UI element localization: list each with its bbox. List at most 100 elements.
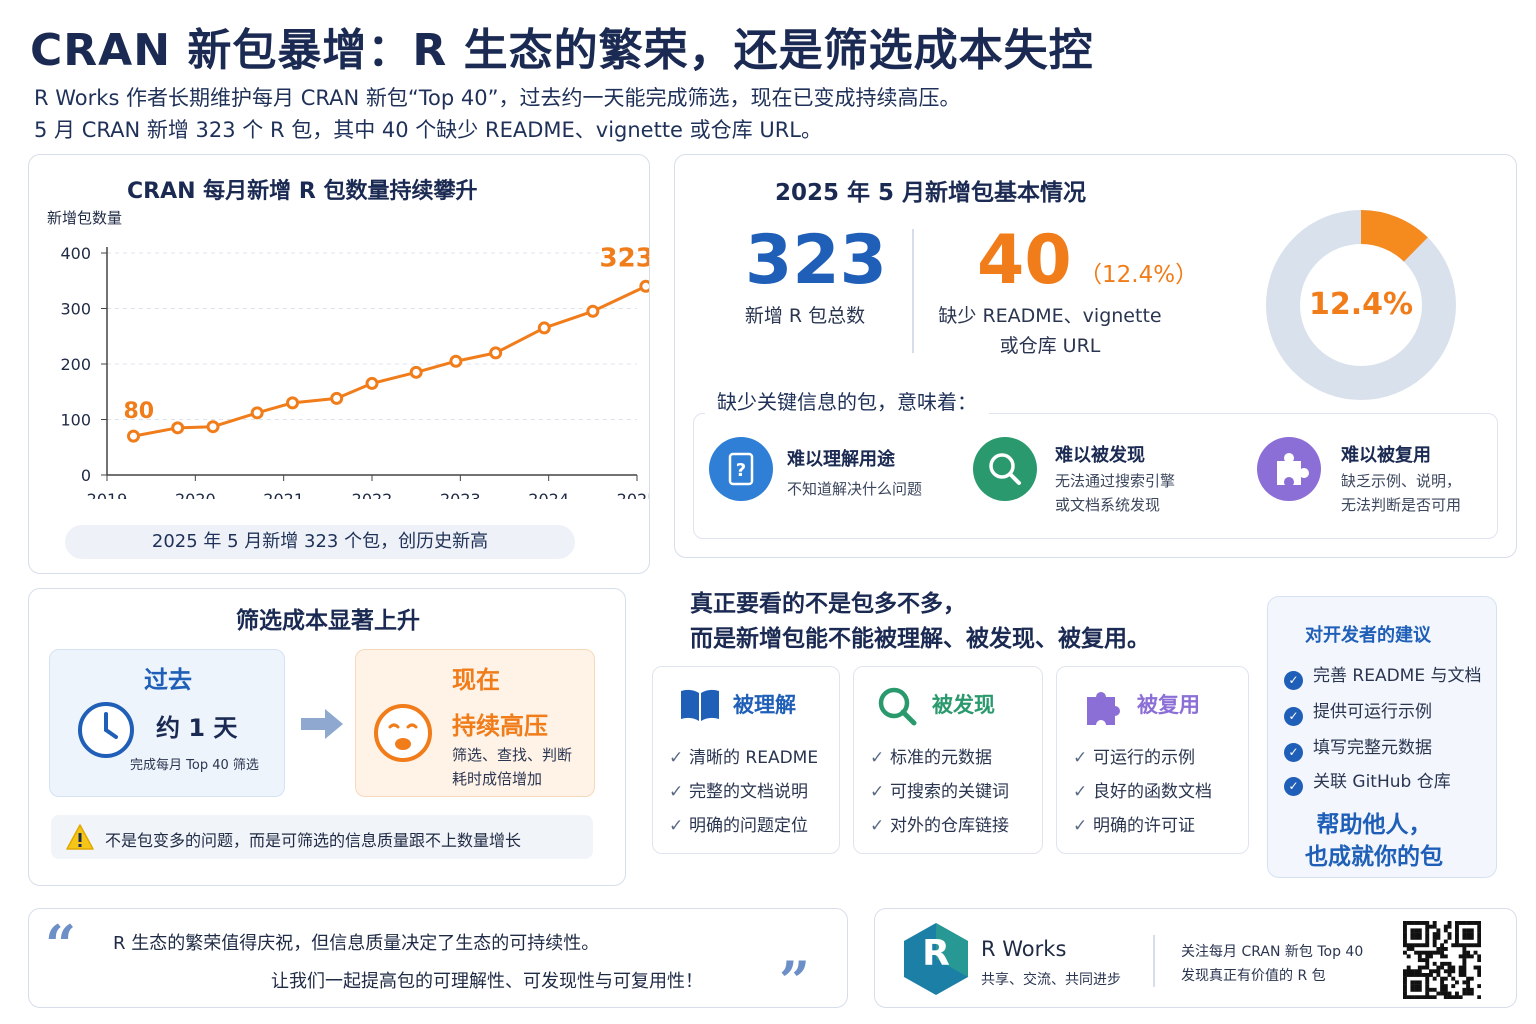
- advice-item: ✓ 完善 README 与文档: [1284, 661, 1482, 690]
- now-title: 现在: [452, 666, 500, 694]
- data-label: 323: [600, 243, 649, 273]
- warning-text: 不是包变多的问题，而是可筛选的信息质量跟不上数量增长: [105, 831, 522, 850]
- stressed-face-icon: [372, 702, 434, 764]
- focus-title-reuse: 被复用: [1137, 693, 1200, 717]
- impact-desc-discover-2: 或文档系统发现: [1055, 496, 1161, 514]
- check-circle-icon: ✓: [1284, 707, 1303, 726]
- check-icon: ✓: [870, 782, 885, 802]
- cost-title: 筛选成本显著上升: [236, 608, 420, 634]
- total-new-label: 新增 R 包总数: [744, 305, 866, 327]
- advice-item: ✓ 关联 GitHub 仓库: [1284, 767, 1451, 796]
- missing-percent: （12.4%）: [1079, 262, 1199, 288]
- line-chart: 新增包数量 0 100 200 300 400 2019 2020 2021 2022 2023 20…: [47, 209, 649, 499]
- data-point: [449, 354, 463, 368]
- quote-card: “ R 生态的繁荣值得庆祝，但信息质量决定了生态的可持续性。 让我们一起提高包的…: [28, 908, 848, 1013]
- brand-name: R Works: [981, 937, 1067, 961]
- data-point: [365, 376, 379, 390]
- clock-icon: [76, 700, 136, 760]
- y-axis-label: 新增包数量: [47, 209, 122, 227]
- donut-missing-segment: [1266, 210, 1456, 400]
- missing-label-1: 缺少 README、vignette: [938, 305, 1162, 327]
- focus-title-understand: 被理解: [733, 693, 796, 717]
- impact-heading: 缺少关键信息的包，意味着：: [705, 380, 989, 421]
- now-box: 现在 持续高压 筛选、查找、判断 耗时成倍增加: [355, 649, 595, 797]
- data-point: [206, 420, 220, 434]
- focus-item: ✓ 清晰的 README: [669, 748, 819, 768]
- check-circle-icon: ✓: [1284, 671, 1303, 690]
- missing-value: 40: [977, 221, 1072, 300]
- focus-item: ✓ 良好的函数文档: [1073, 782, 1212, 802]
- data-point: [537, 321, 551, 335]
- svg-text:?: ?: [736, 460, 746, 481]
- advice-title: 对开发者的建议: [1305, 625, 1431, 646]
- question-doc-icon: ?: [709, 437, 773, 501]
- now-value: 持续高压: [452, 712, 548, 740]
- x-tick-label: 2021: [263, 490, 304, 499]
- impact-title-reuse: 难以被复用: [1341, 445, 1431, 466]
- data-point: [409, 365, 423, 379]
- impact-title-understand: 难以理解用途: [787, 449, 895, 470]
- data-point: [286, 396, 299, 410]
- check-icon: ✓: [1073, 748, 1088, 768]
- data-point: [639, 279, 649, 293]
- check-icon: ✓: [669, 782, 684, 802]
- data-point: [586, 304, 600, 318]
- donut-label: 12.4%: [1308, 287, 1414, 322]
- puzzle-icon: [1257, 437, 1321, 501]
- follow-line-1: 关注每月 CRAN 新包 Top 40: [1181, 944, 1364, 960]
- chart-title: CRAN 每月新增 R 包数量持续攀升: [127, 179, 478, 204]
- past-value: 约 1 天: [156, 714, 238, 742]
- impact-desc-reuse-1: 缺乏示例、说明，: [1341, 472, 1462, 490]
- check-circle-icon: ✓: [1284, 777, 1303, 796]
- check-icon: ✓: [1073, 782, 1088, 802]
- focus-column-reuse: 被复用 ✓ 可运行的示例 ✓ 良好的函数文档 ✓ 明确的许可证: [1056, 666, 1249, 854]
- focus-column-discover: 被发现 ✓ 标准的元数据 ✓ 可搜索的关键词 ✓ 对外的仓库链接: [853, 666, 1043, 854]
- focus-item: ✓ 可运行的示例: [1073, 748, 1195, 768]
- magnifier-icon: [876, 685, 918, 727]
- brand-card: R R Works 共享、交流、共同进步 关注每月 CRAN 新包 Top 40…: [874, 908, 1517, 1008]
- focus-item: ✓ 明确的问题定位: [669, 816, 808, 836]
- impact-desc-discover-1: 无法通过搜索引擎: [1055, 472, 1176, 490]
- quote-line-2: 让我们一起提高包的可理解性、可发现性与可复用性！: [271, 971, 703, 992]
- cost-card: 筛选成本显著上升 过去 约 1 天 完成每月 Top 40 筛选 现在 持续高压…: [28, 588, 626, 886]
- now-desc-1: 筛选、查找、判断: [452, 746, 573, 764]
- impact-desc-understand: 不知道解决什么问题: [787, 480, 923, 498]
- x-tick-label: 2023: [440, 490, 481, 499]
- advice-item: ✓ 填写完整元数据: [1284, 733, 1432, 762]
- x-tick-label: 2025: [617, 490, 649, 499]
- check-icon: ✓: [870, 816, 885, 836]
- chart-card: CRAN 每月新增 R 包数量持续攀升 新增包数量 0 100 200 300 400 20…: [28, 154, 650, 574]
- data-point: [489, 346, 503, 360]
- intro-line-2: 5 月 CRAN 新增 323 个 R 包，其中 40 个缺少 README、v…: [34, 118, 822, 142]
- page-title: CRAN 新包暴增：R 生态的繁荣，还是筛选成本失控: [30, 25, 1094, 76]
- brand-divider: [1153, 935, 1155, 987]
- x-tick-label: 2024: [528, 490, 569, 499]
- advice-slogan-2: 也成就你的包: [1305, 844, 1443, 870]
- data-point: [171, 421, 185, 435]
- data-point: [127, 429, 140, 443]
- qr-code-icon[interactable]: [1403, 921, 1481, 999]
- warning-bar: 不是包变多的问题，而是可筛选的信息质量跟不上数量增长: [51, 815, 593, 859]
- chart-caption: 2025 年 5 月新增 323 个包，创历史新高: [65, 525, 575, 559]
- y-tick-label: 300: [60, 300, 91, 319]
- focus-item: ✓ 完整的文档说明: [669, 782, 808, 802]
- focus-line-2: 而是新增包能不能被理解、被发现、被复用。: [690, 626, 1150, 652]
- check-icon: ✓: [870, 748, 885, 768]
- x-tick-label: 2022: [352, 490, 393, 499]
- x-tick-label: 2020: [175, 490, 216, 499]
- stats-card: 2025 年 5 月新增包基本情况 323 新增 R 包总数 40 （12.4%…: [674, 154, 1517, 558]
- advice-item: ✓ 提供可运行示例: [1284, 697, 1432, 726]
- past-box: 过去 约 1 天 完成每月 Top 40 筛选: [49, 649, 285, 797]
- quote-line-1: R 生态的繁荣值得庆祝，但信息质量决定了生态的可持续性。: [113, 933, 600, 954]
- arrow-right-icon: [299, 707, 345, 741]
- now-desc-2: 耗时成倍增加: [452, 770, 543, 788]
- book-icon: [679, 687, 721, 723]
- donut-chart: [1266, 210, 1456, 400]
- past-desc: 完成每月 Top 40 筛选: [130, 758, 259, 773]
- focus-item: ✓ 明确的许可证: [1073, 816, 1195, 836]
- focus-item: ✓ 标准的元数据: [870, 748, 992, 768]
- stats-title: 2025 年 5 月新增包基本情况: [775, 180, 1087, 206]
- close-quote-icon: ”: [779, 949, 811, 1013]
- intro-line-1: R Works 作者长期维护每月 CRAN 新包“Top 40”，过去约一天能完…: [34, 86, 961, 110]
- focus-item: ✓ 对外的仓库链接: [870, 816, 1009, 836]
